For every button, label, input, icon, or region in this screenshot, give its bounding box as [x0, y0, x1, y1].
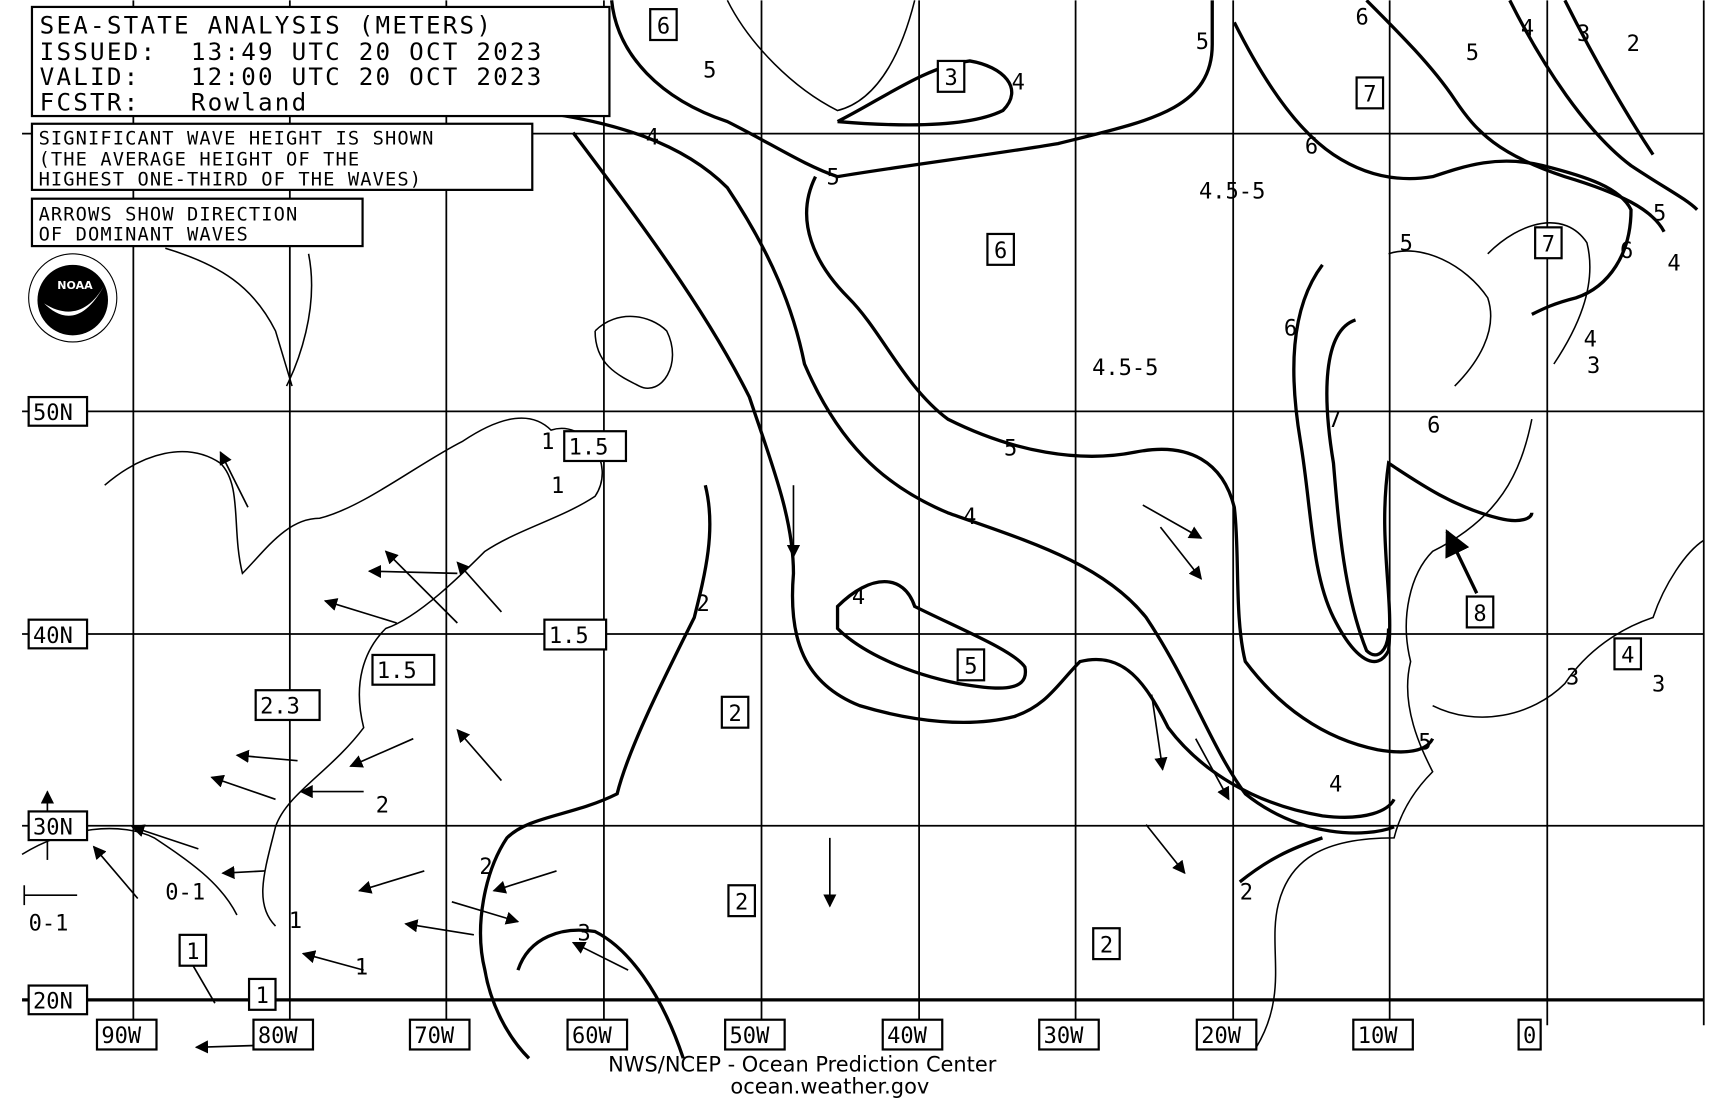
contour-label: 0-1: [165, 881, 205, 906]
note-line: SIGNIFICANT WAVE HEIGHT IS SHOWN: [39, 129, 435, 150]
contour-label: 5: [827, 165, 840, 190]
contour-label: 4.5-5: [1092, 356, 1158, 381]
contour-label: 4: [1667, 251, 1680, 276]
longitude-labels: 90W 80W 70W 60W 50W 40W 30W 20W 10W 0: [95, 1018, 1542, 1051]
lon-label: 60W: [572, 1024, 613, 1049]
wave-height-box: 2.3: [260, 694, 300, 719]
wave-height-box: 1: [256, 984, 269, 1009]
contour-label: 2: [1240, 881, 1253, 906]
contour-labels: 5 4 5 6 5 4 3 2 4 5 6 4.5-5 5 5 6 4 6 4 …: [29, 6, 1681, 981]
forecaster: FCSTR: Rowland: [40, 88, 309, 117]
contour-label: 5: [1653, 202, 1666, 227]
wave-height-box: 1.5: [549, 624, 589, 649]
wave-height-box: 6: [657, 14, 670, 39]
contour-label: 4: [963, 505, 976, 530]
latitude-labels: 50N 40N 30N 20N: [27, 395, 89, 1016]
contour-label: 3: [1587, 354, 1600, 379]
wave-height-note: SIGNIFICANT WAVE HEIGHT IS SHOWN (THE AV…: [30, 122, 534, 191]
contour-label: 5: [1418, 731, 1431, 756]
contour-label: 6: [1620, 239, 1633, 264]
contour-label: 5: [1466, 41, 1479, 66]
lon-label: 80W: [258, 1024, 299, 1049]
wave-direction-arrows: [23, 450, 1479, 1054]
contour-label: 4: [1584, 327, 1597, 352]
contour-label: 3: [1566, 666, 1579, 691]
contour-label: 1: [355, 956, 368, 981]
contour-label: 0-1: [29, 911, 69, 936]
contour-label: 2: [376, 794, 389, 819]
footer-agency: NWS/NCEP - Ocean Prediction Center: [608, 1053, 997, 1077]
wave-height-box: 4: [1621, 644, 1634, 669]
contour-label: 6: [1356, 6, 1369, 31]
contour-label: 3: [1652, 672, 1665, 697]
wave-height-box: 2: [735, 891, 748, 916]
contour-label: 1: [541, 430, 554, 455]
wave-height-box: 6: [994, 239, 1007, 264]
header-panel: SEA-STATE ANALYSIS (METERS) ISSUED: 13:4…: [30, 5, 611, 118]
contour-label: 1: [551, 474, 564, 499]
contour-label: 2: [479, 855, 492, 880]
contour-label: 3: [577, 921, 590, 946]
lat-label: 20N: [33, 990, 73, 1015]
lon-label: 20W: [1201, 1024, 1242, 1049]
wave-height-box: 3: [944, 66, 957, 91]
wave-height-box: 1: [186, 940, 199, 965]
lon-label: 10W: [1358, 1024, 1399, 1049]
contour-label: 2: [696, 592, 709, 617]
contour-label: 4: [646, 126, 659, 151]
lon-label: 50W: [730, 1024, 771, 1049]
footer-website[interactable]: ocean.weather.gov: [730, 1075, 929, 1099]
lon-label: 30W: [1044, 1024, 1085, 1049]
contour-label: 3: [1577, 22, 1590, 47]
contour-label: 5: [1196, 30, 1209, 55]
arrows-note: ARROWS SHOW DIRECTION OF DOMINANT WAVES: [30, 197, 364, 248]
noaa-logo: NOAA: [28, 253, 118, 343]
lat-label: 30N: [33, 816, 73, 841]
issued-time: ISSUED: 13:49 UTC 20 OCT 2023: [40, 37, 544, 66]
lat-label: 40N: [33, 624, 73, 649]
wave-height-box: 7: [1542, 233, 1555, 258]
chart-title: SEA-STATE ANALYSIS (METERS): [40, 10, 493, 39]
wave-height-box: 2: [1100, 933, 1113, 958]
contour-label: 6: [1284, 316, 1297, 341]
valid-time: VALID: 12:00 UTC 20 OCT 2023: [40, 62, 544, 91]
lon-label: 90W: [101, 1024, 142, 1049]
wave-height-box: 5: [964, 655, 977, 680]
note-line: OF DOMINANT WAVES: [39, 225, 249, 246]
wave-height-contours: [478, 0, 1699, 1060]
contour-label: 2: [1627, 32, 1640, 57]
lat-label: 50N: [33, 401, 73, 426]
contour-label: 4.5-5: [1199, 180, 1265, 205]
contour-label: 1: [289, 909, 302, 934]
noaa-logo-text: NOAA: [57, 279, 93, 292]
lon-label: 40W: [887, 1024, 928, 1049]
contour-label: 4: [1012, 71, 1025, 96]
contour-label: 6: [1427, 413, 1440, 438]
contour-label: 6: [1305, 135, 1318, 160]
wave-height-box: 1.5: [569, 435, 609, 460]
lon-label: 0: [1523, 1024, 1536, 1049]
wave-height-box: 7: [1363, 83, 1376, 108]
note-line: ARROWS SHOW DIRECTION: [39, 205, 299, 226]
contour-label: 5: [703, 58, 716, 83]
contour-label: 5: [1400, 231, 1413, 256]
footer: NWS/NCEP - Ocean Prediction Center ocean…: [608, 1053, 997, 1099]
note-line: HIGHEST ONE-THIRD OF THE WAVES): [39, 169, 423, 190]
wave-height-box: 2: [728, 702, 741, 727]
contour-label: 4: [1521, 17, 1534, 42]
wave-height-box: 8: [1473, 602, 1486, 627]
contour-label: 5: [1004, 436, 1017, 461]
contour-label: 7: [1328, 408, 1341, 433]
wave-height-box: 1.5: [377, 659, 417, 684]
contour-label: 4: [1329, 773, 1342, 798]
note-line: (THE AVERAGE HEIGHT OF THE: [39, 150, 361, 171]
lon-label: 70W: [414, 1024, 455, 1049]
boxed-wave-labels: 6 3 7 6 7 1.5 1.5 1.5 2.3 5 2 8 4 2 2 1 …: [178, 8, 1643, 1011]
contour-label: 4: [852, 585, 865, 610]
